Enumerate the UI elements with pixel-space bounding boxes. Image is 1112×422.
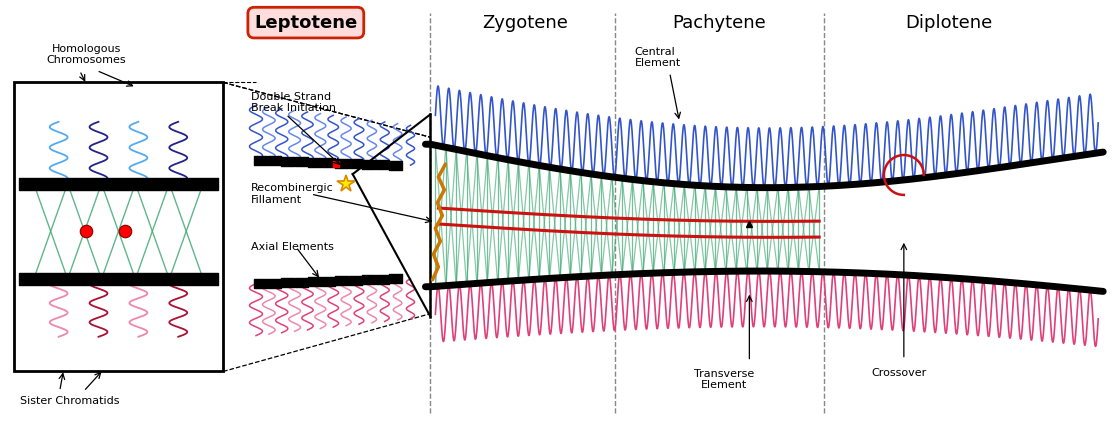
- Text: Central
Element: Central Element: [635, 47, 681, 68]
- Text: Zygotene: Zygotene: [483, 14, 568, 32]
- Text: Recombinergic
Fillament: Recombinergic Fillament: [251, 183, 334, 205]
- Text: Pachytene: Pachytene: [673, 14, 766, 32]
- Text: Sister Chromatids: Sister Chromatids: [20, 396, 119, 406]
- Text: Double Strand
Break Initiation: Double Strand Break Initiation: [251, 92, 336, 113]
- Text: Leptotene: Leptotene: [255, 14, 357, 32]
- Bar: [13, 82, 224, 371]
- Text: Crossover: Crossover: [871, 368, 926, 379]
- Text: Transverse
Element: Transverse Element: [694, 369, 755, 390]
- Text: Homologous
Chromosomes: Homologous Chromosomes: [47, 44, 127, 65]
- Text: Axial Elements: Axial Elements: [251, 242, 334, 252]
- Text: Diplotene: Diplotene: [905, 14, 992, 32]
